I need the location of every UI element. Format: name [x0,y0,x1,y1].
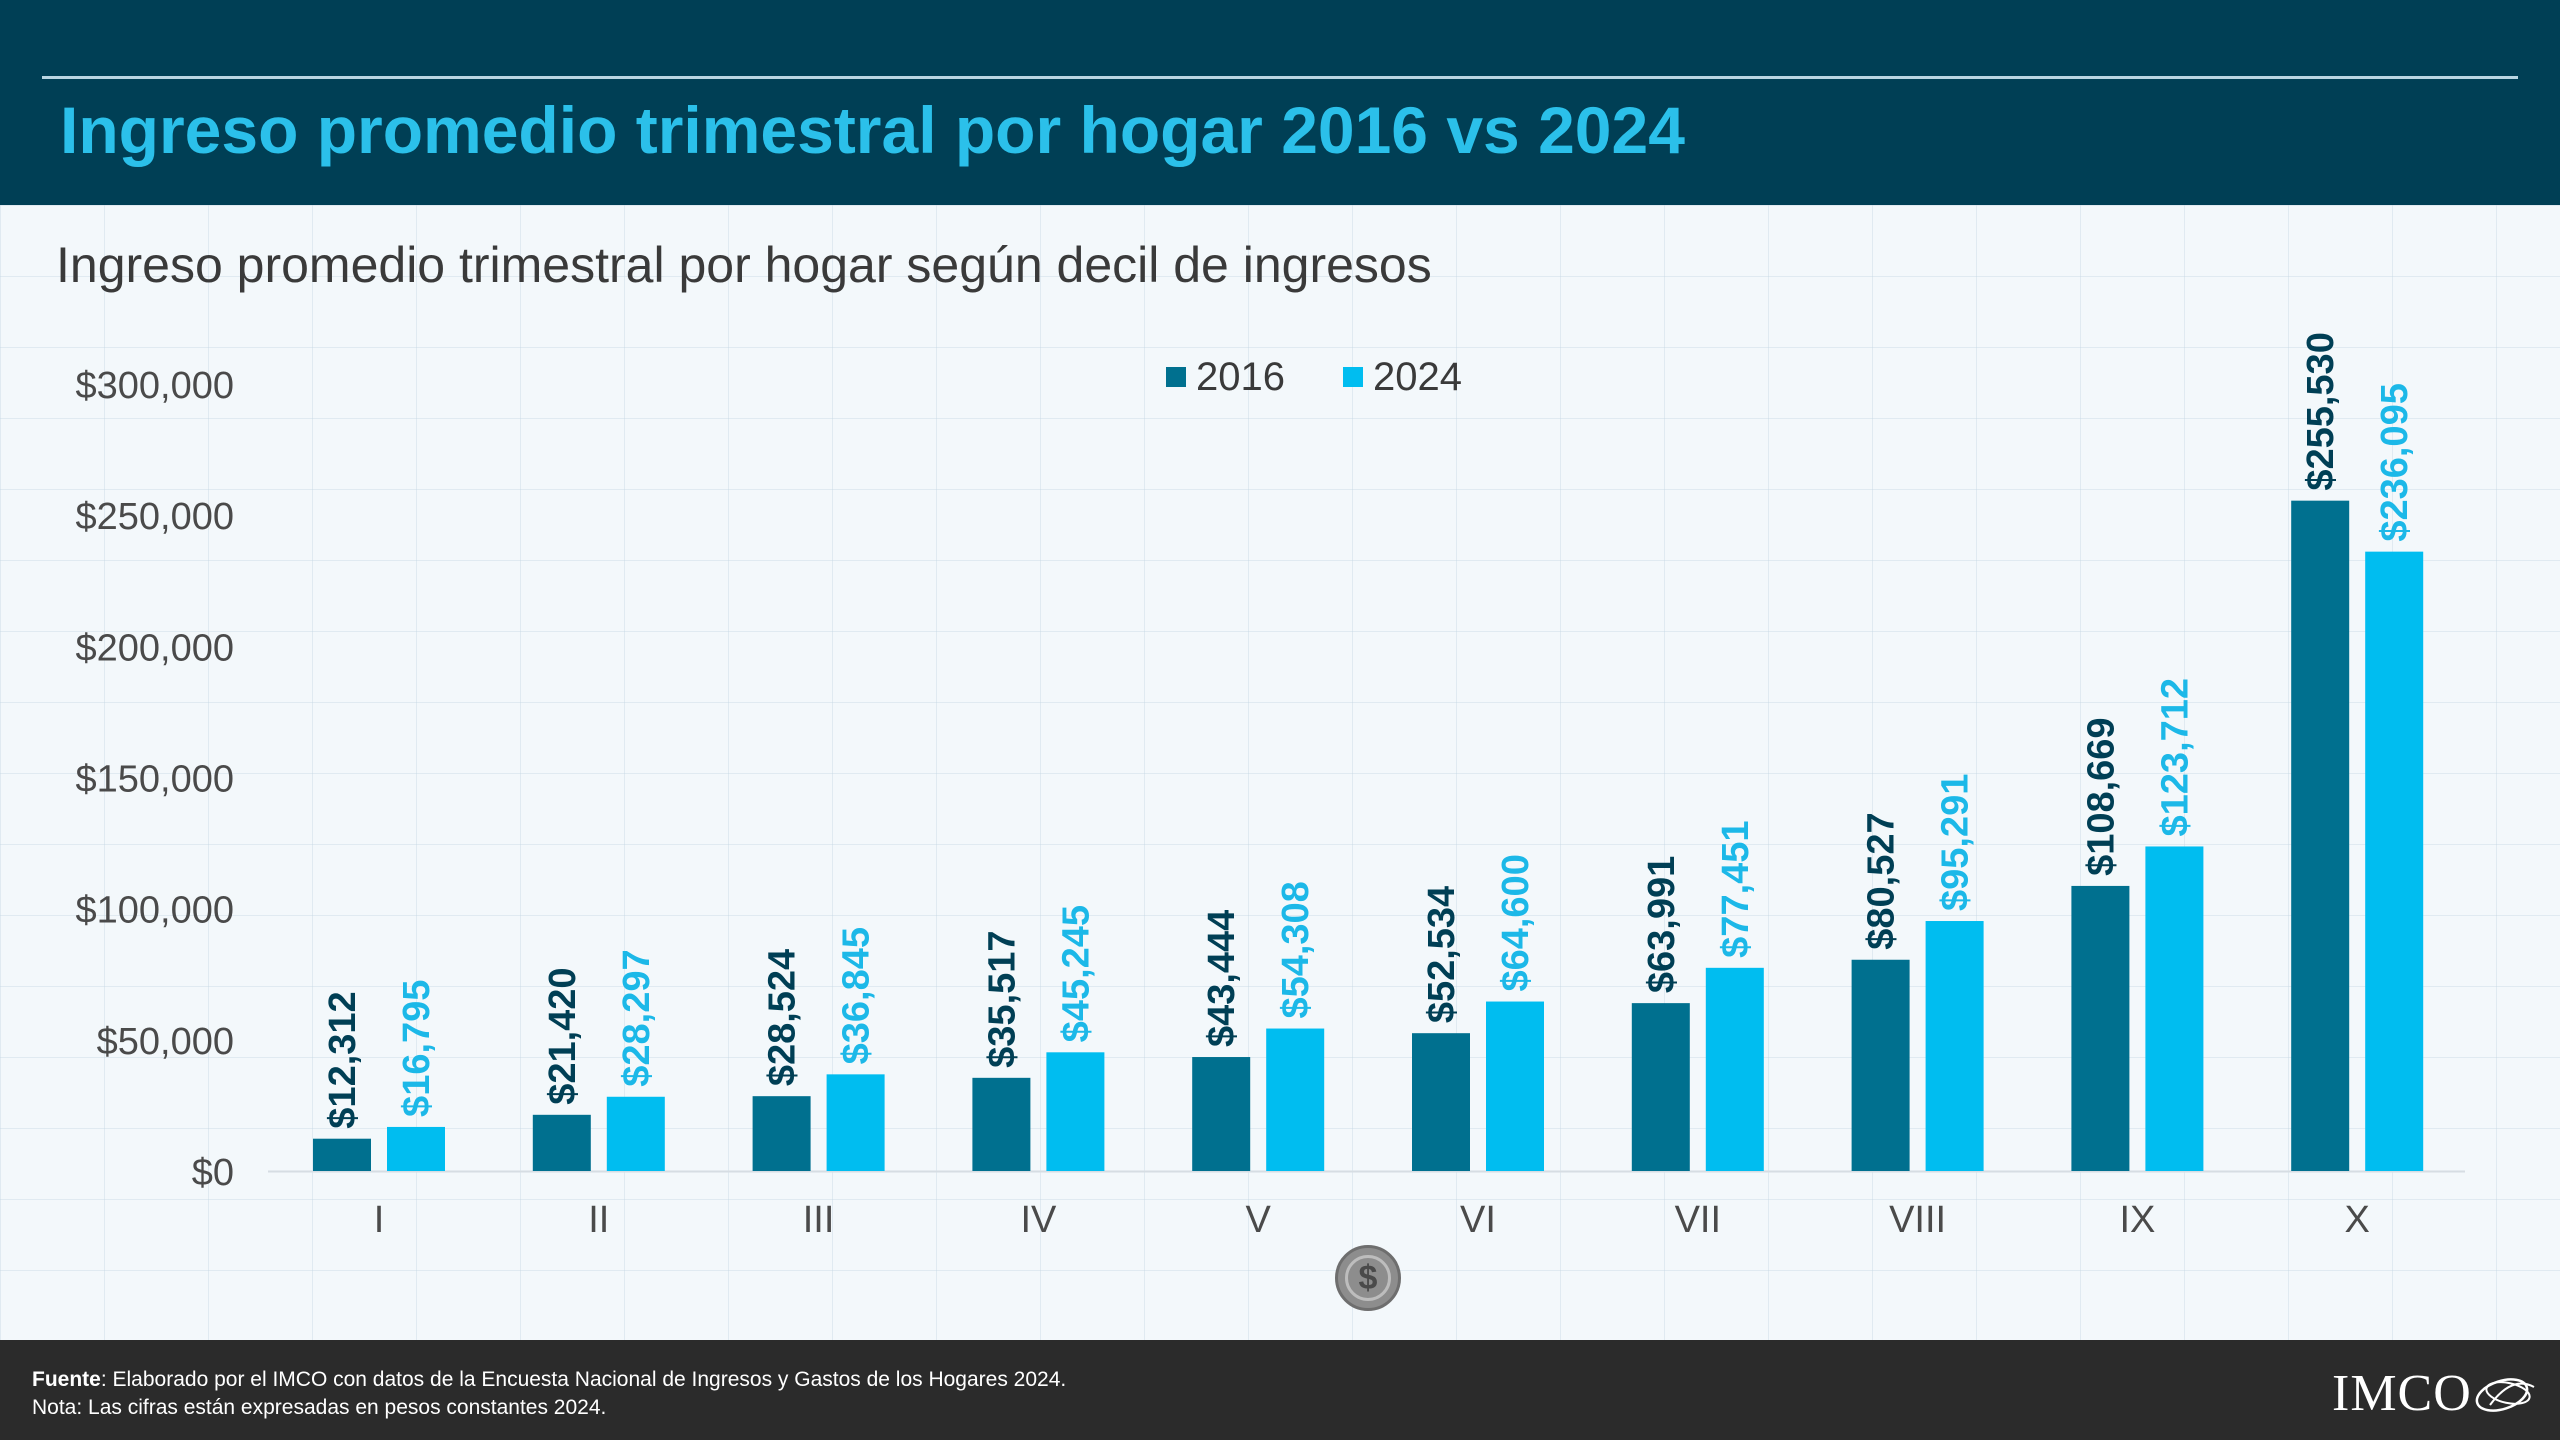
legend-swatch-2016 [1166,367,1186,387]
bar-2024-X [2365,551,2424,1171]
data-label-2016-VI: $52,534 [1421,886,1463,1023]
x-tick-label-III: III [803,1199,835,1241]
bar-2016-III [752,1096,811,1171]
bar-2024-V [1266,1028,1325,1171]
dollar-sign: $ [1345,1255,1391,1301]
bar-2024-I [387,1126,445,1171]
bar-2024-VII [1705,967,1764,1171]
bar-2024-IV [1046,1052,1105,1171]
page-title: Ingreso promedio trimestral por hogar 20… [60,93,1685,167]
bar-2016-V [1192,1057,1251,1171]
data-label-2024-VI: $64,600 [1495,854,1537,991]
bar-2016-IV [972,1077,1031,1171]
bar-2024-VI [1486,1001,1544,1171]
x-tick-label-IV: IV [1020,1199,1057,1241]
y-tick-label: $100,000 [76,890,235,932]
legend-label-2024: 2024 [1372,354,1462,399]
data-label-2016-X: $255,530 [2300,332,2342,491]
data-label-2016-VII: $63,991 [1641,856,1683,993]
data-label-2024-I: $16,795 [396,980,438,1117]
bar-2016-X [2291,500,2350,1171]
footer-source-label: Fuente [32,1368,101,1391]
data-label-2024-II: $28,297 [616,949,658,1086]
footer: Fuente: Elaborado por el IMCO con datos … [0,1340,2560,1440]
y-tick-label: $150,000 [76,759,235,801]
footer-source-text: : Elaborado por el IMCO con datos de la … [100,1368,1067,1391]
dollar-coin-icon: $ [1335,1245,1401,1311]
bar-2024-II [606,1096,665,1171]
data-label-2024-V: $54,308 [1275,881,1317,1018]
bar-2016-IX [2071,885,2130,1171]
bar-2024-VIII [1925,921,1984,1171]
legend-item-2016: 2016 [1166,355,1285,400]
bar-chart: $0 $50,000 $100,000 $150,000 $200,000 $250,00… [76,332,2465,1241]
header-divider [42,76,2518,79]
data-label-2016-I: $12,312 [322,991,364,1128]
y-tick-label: $50,000 [97,1021,234,1063]
bar-2016-VI [1412,1033,1470,1171]
bar-2016-I [313,1138,371,1171]
footer-source: Fuente: Elaborado por el IMCO con datos … [32,1368,1066,1392]
data-label-2024-III: $36,845 [836,927,878,1064]
y-tick-label: $300,000 [76,365,235,407]
bar-2016-VIII [1851,959,1910,1171]
data-label-2016-IV: $35,517 [981,930,1023,1067]
legend-label-2016: 2016 [1196,354,1285,399]
x-tick-label-IX: IX [2119,1199,2155,1241]
y-tick-label: $0 [192,1152,234,1194]
x-tick-label-V: V [1246,1199,1272,1241]
y-tick-label: $250,000 [76,496,235,538]
data-label-2024-IX: $123,712 [2154,678,2196,837]
bar-2024-IX [2145,846,2204,1171]
chart-title: Ingreso promedio trimestral por hogar se… [56,237,1432,293]
data-label-2016-VIII: $80,527 [1861,812,1903,949]
logo-text: IMCO [2332,1364,2472,1422]
x-tick-label-VI: VI [1460,1199,1496,1241]
data-label-2024-IV: $45,245 [1055,905,1097,1042]
data-label-2024-VIII: $95,291 [1935,774,1977,911]
logo-swirl-icon [2475,1378,2535,1412]
data-label-2016-II: $21,420 [542,967,584,1104]
x-tick-label-X: X [2345,1199,2370,1241]
data-label-2024-X: $236,095 [2374,383,2416,542]
imco-logo: IMCO [2332,1358,2542,1428]
legend-item-2024: 2024 [1342,354,1462,400]
chart-legend: 2016 2024 [1166,352,1520,402]
legend-swatch-2024 [1342,367,1363,387]
data-label-2016-III: $28,524 [762,949,804,1086]
data-label-2016-IX: $108,669 [2080,717,2122,876]
y-tick-label: $200,000 [76,627,235,669]
header-bar: Ingreso promedio trimestral por hogar 20… [0,0,2560,205]
bar-2016-II [532,1114,591,1171]
data-label-2016-V: $43,444 [1201,910,1243,1047]
bar-2024-III [826,1074,885,1171]
x-tick-label-I: I [374,1199,385,1241]
x-tick-label-II: II [588,1199,609,1241]
bar-2016-VII [1631,1003,1690,1171]
data-label-2024-VII: $77,451 [1715,820,1757,957]
x-tick-label-VIII: VIII [1889,1199,1946,1241]
x-tick-label-VII: VII [1675,1199,1721,1241]
footer-note: Nota: Las cifras están expresadas en pes… [32,1396,607,1419]
